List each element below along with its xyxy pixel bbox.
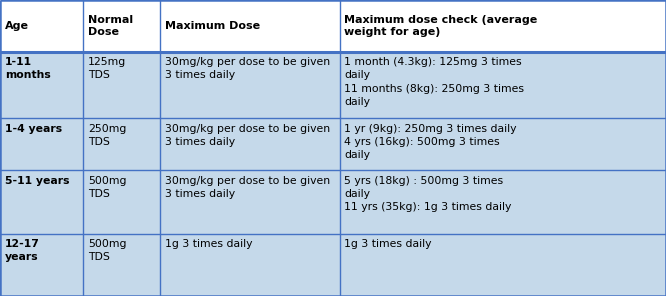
Text: 5-11 years: 5-11 years — [5, 176, 69, 186]
Text: 500mg
TDS: 500mg TDS — [88, 176, 127, 199]
Text: 5 yrs (18kg) : 500mg 3 times
daily
11 yrs (35kg): 1g 3 times daily: 5 yrs (18kg) : 500mg 3 times daily 11 yr… — [344, 176, 511, 212]
Text: 30mg/kg per dose to be given
3 times daily: 30mg/kg per dose to be given 3 times dai… — [165, 57, 330, 80]
Bar — [0, 52, 666, 118]
Bar — [0, 170, 666, 234]
Text: 1g 3 times daily: 1g 3 times daily — [165, 239, 252, 249]
Text: 30mg/kg per dose to be given
3 times daily: 30mg/kg per dose to be given 3 times dai… — [165, 176, 330, 199]
Bar — [0, 118, 666, 170]
Text: 30mg/kg per dose to be given
3 times daily: 30mg/kg per dose to be given 3 times dai… — [165, 124, 330, 147]
Text: Maximum Dose: Maximum Dose — [165, 21, 260, 31]
Text: 1-11
months: 1-11 months — [5, 57, 51, 80]
Bar — [0, 234, 666, 296]
Text: 12-17
years: 12-17 years — [5, 239, 39, 262]
Text: 1g 3 times daily: 1g 3 times daily — [344, 239, 432, 249]
Text: Maximum dose check (average
weight for age): Maximum dose check (average weight for a… — [344, 15, 537, 37]
Text: Normal
Dose: Normal Dose — [88, 15, 133, 37]
Text: 1 yr (9kg): 250mg 3 times daily
4 yrs (16kg): 500mg 3 times
daily: 1 yr (9kg): 250mg 3 times daily 4 yrs (1… — [344, 124, 517, 160]
Text: Age: Age — [5, 21, 29, 31]
Text: 1 month (4.3kg): 125mg 3 times
daily
11 months (8kg): 250mg 3 times
daily: 1 month (4.3kg): 125mg 3 times daily 11 … — [344, 57, 524, 107]
Text: 1-4 years: 1-4 years — [5, 124, 62, 134]
Text: 500mg
TDS: 500mg TDS — [88, 239, 127, 262]
Bar — [0, 0, 666, 52]
Text: 250mg
TDS: 250mg TDS — [88, 124, 127, 147]
Text: 125mg
TDS: 125mg TDS — [88, 57, 126, 80]
